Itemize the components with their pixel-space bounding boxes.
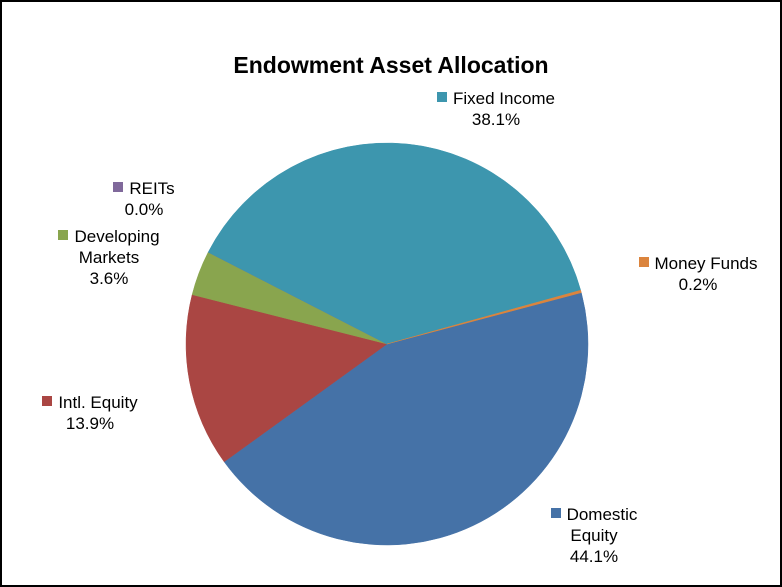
category-label: Domestic Equity <box>566 505 638 545</box>
data-label: Money Funds 0.2% <box>618 253 778 295</box>
legend-swatch <box>436 92 447 102</box>
value-label: 0.0% <box>124 200 164 219</box>
label-name-line: Domestic Equity <box>539 504 649 546</box>
legend-swatch <box>58 230 69 240</box>
chart-title: Endowment Asset Allocation <box>233 52 549 78</box>
pie-slice <box>207 142 581 345</box>
label-name-line: Fixed Income <box>411 88 581 109</box>
value-label: 3.6% <box>89 269 129 288</box>
value-label: 13.9% <box>65 414 115 433</box>
label-name-line: Intl. Equity <box>10 392 170 413</box>
label-name-line: Money Funds <box>618 253 778 274</box>
value-label: 0.2% <box>678 275 718 294</box>
data-label: Intl. Equity 13.9% <box>10 392 170 434</box>
category-label: Intl. Equity <box>58 393 138 412</box>
legend-swatch <box>42 396 53 406</box>
data-label: Developing Markets 3.6% <box>45 226 173 289</box>
label-name-line: REITs <box>84 178 204 199</box>
data-label: REITs 0.0% <box>84 178 204 220</box>
data-label: Domestic Equity 44.1% <box>539 504 649 567</box>
category-label: Money Funds <box>654 254 758 273</box>
legend-swatch <box>550 508 561 518</box>
legend-swatch <box>638 257 649 267</box>
category-label: REITs <box>129 179 175 198</box>
legend-swatch <box>113 182 124 192</box>
category-label: Fixed Income <box>452 89 556 108</box>
pie-slice <box>386 289 582 345</box>
value-label: 38.1% <box>471 110 521 129</box>
pie-slice <box>223 292 589 546</box>
category-label: Developing Markets <box>74 227 160 267</box>
value-label: 44.1% <box>569 547 619 566</box>
pie-slice <box>185 294 388 463</box>
data-label: Fixed Income 38.1% <box>411 88 581 130</box>
label-name-line: Developing Markets <box>45 226 173 268</box>
